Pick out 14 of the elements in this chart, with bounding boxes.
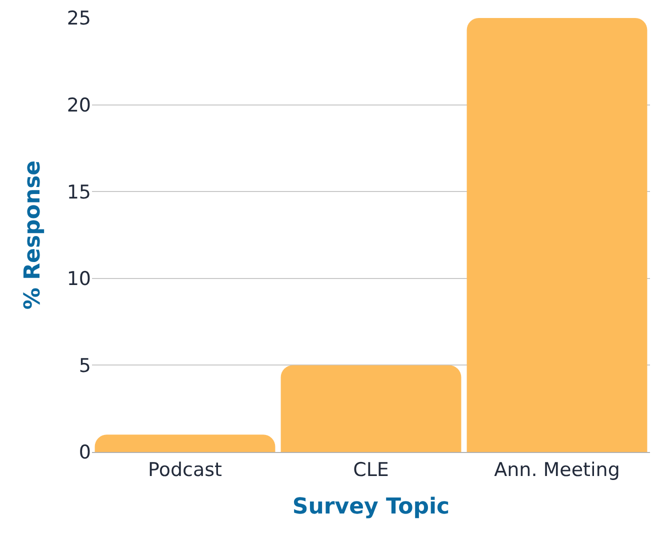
bar — [94, 434, 276, 452]
y-tick-label: 20 — [66, 94, 91, 116]
x-axis-title: Survey Topic — [292, 494, 450, 520]
bar — [466, 18, 648, 452]
x-tick-label: Ann. Meeting — [494, 458, 620, 481]
y-tick-label: 10 — [66, 268, 91, 290]
x-tick-label: CLE — [353, 458, 389, 481]
x-tick-label: Podcast — [148, 458, 222, 481]
y-tick-label: 15 — [66, 181, 91, 204]
y-axis-title: % Response — [20, 160, 46, 310]
y-tick-label: 0 — [78, 442, 91, 464]
y-tick-label: 5 — [78, 354, 91, 377]
bar — [280, 365, 462, 452]
y-tick-label: 25 — [66, 8, 91, 30]
